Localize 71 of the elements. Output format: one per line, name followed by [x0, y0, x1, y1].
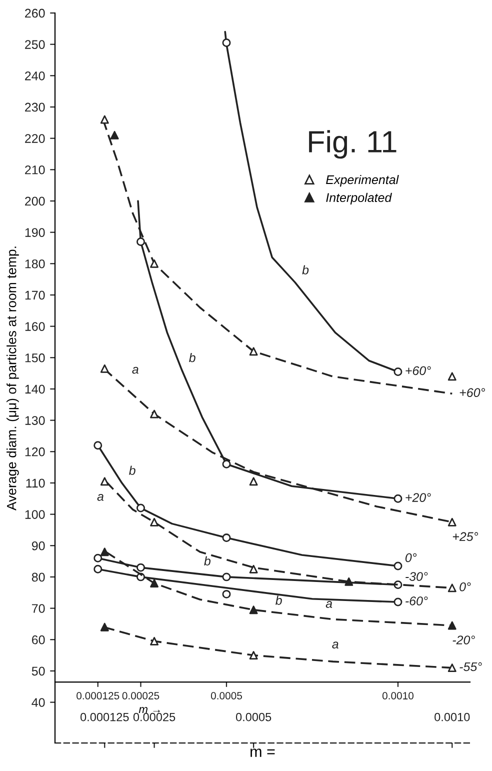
point: [94, 564, 102, 574]
y-tick-label: 120: [25, 447, 45, 456]
point: [222, 38, 231, 47]
y-tick-label: 60: [32, 635, 45, 644]
series-label: +60°: [406, 366, 431, 376]
y-tick-label: 250: [25, 40, 45, 49]
series-label: -60°: [406, 596, 428, 606]
legend-label: Experimental: [326, 174, 399, 187]
y-tick-label: 130: [25, 416, 45, 425]
series-label: 0°: [460, 582, 471, 592]
series-label: 0°: [405, 553, 417, 562]
point: [394, 562, 402, 570]
point: [136, 563, 145, 572]
point: [394, 367, 402, 376]
annotation: a: [326, 601, 332, 608]
x-axis-title: m →: [138, 707, 160, 714]
y-tick-label: 200: [25, 196, 45, 206]
annotation: b: [204, 556, 211, 566]
point: [394, 598, 402, 606]
y-tick-label: 160: [25, 322, 45, 331]
annotation: a: [332, 642, 338, 648]
point: [136, 237, 145, 246]
y-tick-label: 230: [25, 102, 45, 112]
point: [136, 504, 145, 512]
series-label: +25°: [452, 532, 478, 542]
x2-tick-label: 0.0005: [236, 712, 272, 722]
y-tick-label: 110: [26, 478, 45, 488]
x2-tick-label: 0.00025: [133, 712, 176, 722]
series-label: -30°: [406, 572, 428, 581]
annotation: b: [189, 352, 196, 362]
point: [222, 590, 231, 598]
x-tick-label: 0.0005: [210, 692, 242, 700]
point: [94, 441, 102, 450]
series-label: -20°: [452, 636, 475, 644]
text: Fig. 11: [309, 130, 396, 159]
y-tick-label: 220: [25, 134, 45, 143]
series-label: +60°: [460, 388, 485, 398]
y-tick-label: 50: [32, 666, 45, 676]
y-axis-title: Average diam. (μμ) of particles at room temp.: [6, 246, 19, 510]
y-tick-label: 40: [32, 698, 45, 707]
annotation: b: [302, 265, 309, 274]
y-tick-label: 170: [25, 290, 45, 300]
y-tick-label: 180: [25, 259, 45, 268]
annotation: a: [97, 494, 104, 501]
y-tick-label: 150: [25, 353, 45, 362]
y-tick-label: 70: [32, 604, 45, 613]
x2-tick-label: 0.000125: [80, 712, 129, 722]
annotation: b: [129, 466, 136, 475]
point: [222, 572, 231, 582]
point: [222, 460, 231, 468]
legend-label: Interpolated: [326, 192, 392, 205]
series-label: +20°: [406, 493, 431, 502]
series-label: -55°: [460, 662, 482, 672]
y-tick-label: 100: [25, 510, 45, 519]
x2-axis-title: m =: [250, 748, 275, 757]
x2-tick-label: 0.0010: [434, 712, 470, 722]
x-tick-label: 0.0010: [382, 692, 414, 700]
y-tick-label: 80: [32, 572, 45, 582]
y-tick-label: 90: [32, 541, 45, 550]
y-tick-label: 240: [25, 71, 45, 80]
y-tick-label: 190: [25, 228, 45, 237]
point: [222, 534, 231, 542]
annotation: b: [276, 596, 282, 605]
x-tick-label: 0.000125: [76, 692, 120, 700]
point: [394, 494, 402, 503]
y-tick-label: 140: [25, 384, 45, 394]
y-tick-label: 210: [25, 165, 45, 174]
y-tick-label: 260: [25, 8, 45, 18]
x-tick-label: 0.00025: [122, 692, 160, 700]
point: [94, 554, 102, 562]
annotation: a: [132, 366, 138, 374]
